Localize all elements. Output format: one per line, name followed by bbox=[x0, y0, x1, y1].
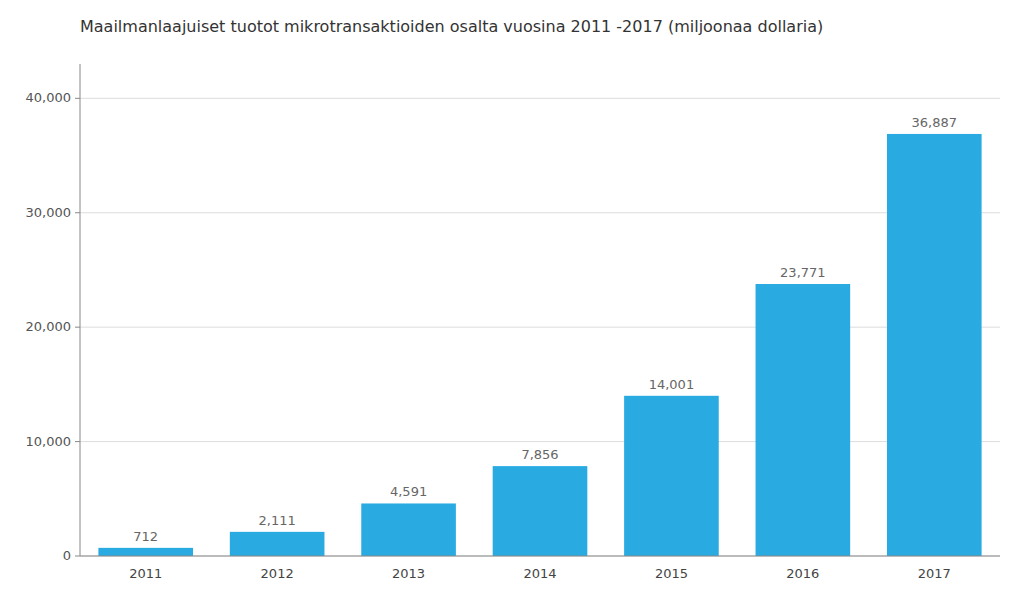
y-tick-label: 10,000 bbox=[26, 434, 72, 449]
grid-line bbox=[80, 212, 1000, 213]
y-axis: 0 10,000 20,000 30,000 40,000 bbox=[26, 64, 81, 563]
data-labels: 712 2,111 4,591 7,856 14,001 23,771 36,887 bbox=[133, 115, 957, 544]
x-axis-line bbox=[80, 556, 1000, 557]
bar bbox=[230, 532, 325, 556]
grid-line bbox=[80, 556, 1000, 557]
bar bbox=[98, 548, 193, 556]
bar bbox=[493, 466, 588, 556]
grid bbox=[80, 98, 1000, 556]
y-tick-label: 40,000 bbox=[26, 90, 72, 105]
x-tick-label: 2014 bbox=[523, 566, 556, 581]
y-tick-label: 0 bbox=[63, 548, 71, 563]
x-tick-label: 2011 bbox=[129, 566, 162, 581]
x-tick-label: 2015 bbox=[655, 566, 688, 581]
title: Maailmanlaajuiset tuotot mikrotransaktio… bbox=[80, 17, 823, 36]
x-tick-label: 2012 bbox=[261, 566, 294, 581]
x-axis: 2011 2012 2013 2014 2015 2016 2017 bbox=[80, 556, 1000, 581]
bar bbox=[624, 396, 719, 556]
grid-line bbox=[80, 441, 1000, 442]
bars bbox=[98, 134, 981, 556]
y-tick bbox=[75, 327, 80, 328]
y-tick bbox=[75, 98, 80, 99]
y-tick bbox=[75, 556, 80, 557]
x-tick-label: 2017 bbox=[918, 566, 951, 581]
grid-line bbox=[80, 98, 1000, 99]
y-tick-label: 30,000 bbox=[26, 205, 72, 220]
data-label: 712 bbox=[133, 529, 158, 544]
bar bbox=[887, 134, 982, 556]
y-tick bbox=[75, 212, 80, 213]
data-label: 23,771 bbox=[780, 265, 826, 280]
chart-container: Maailmanlaajuiset tuotot mikrotransaktio… bbox=[0, 0, 1024, 606]
bar bbox=[756, 284, 851, 556]
y-tick-label: 20,000 bbox=[26, 319, 72, 334]
y-tick bbox=[75, 441, 80, 442]
data-label: 14,001 bbox=[649, 377, 695, 392]
data-label: 36,887 bbox=[912, 115, 958, 130]
data-label: 2,111 bbox=[259, 513, 296, 528]
x-tick-label: 2013 bbox=[392, 566, 425, 581]
y-axis-line bbox=[80, 64, 81, 556]
grid-line bbox=[80, 327, 1000, 328]
chart: Maailmanlaajuiset tuotot mikrotransaktio… bbox=[0, 0, 1024, 606]
data-label: 7,856 bbox=[521, 447, 558, 462]
bar bbox=[361, 503, 456, 556]
data-label: 4,591 bbox=[390, 484, 427, 499]
x-tick-label: 2016 bbox=[786, 566, 819, 581]
